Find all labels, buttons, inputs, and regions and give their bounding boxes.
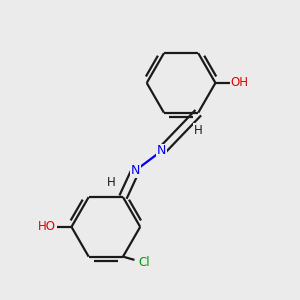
Text: H: H xyxy=(107,176,116,189)
Text: N: N xyxy=(157,145,166,158)
Text: HO: HO xyxy=(38,220,56,233)
Text: OH: OH xyxy=(230,76,248,89)
Text: N: N xyxy=(130,164,140,177)
Text: H: H xyxy=(194,124,202,137)
Text: Cl: Cl xyxy=(139,256,150,269)
